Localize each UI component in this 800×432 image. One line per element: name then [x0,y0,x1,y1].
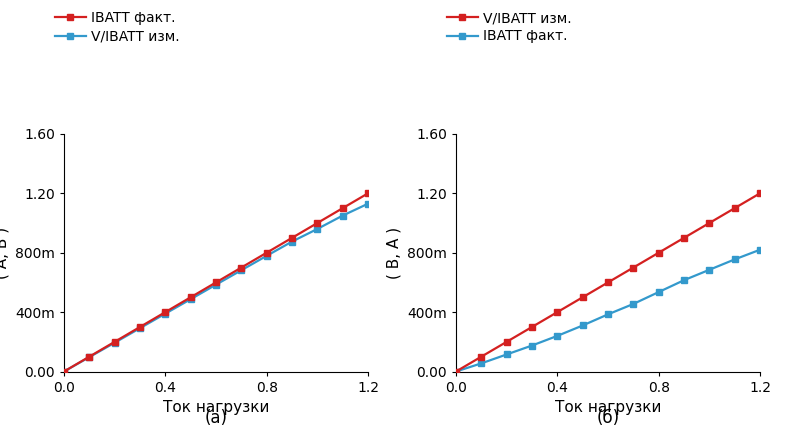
Y-axis label: ( В, А ): ( В, А ) [386,227,402,279]
IBATT факт. [527,343,537,348]
Legend: IBATT факт., V/IBATT изм.: IBATT факт., V/IBATT изм. [55,11,180,44]
IBATT факт. [705,267,714,273]
X-axis label: Ток нагрузки: Ток нагрузки [555,400,661,415]
Line: IBATT факт.: IBATT факт. [62,191,370,374]
IBATT факт. [59,369,69,374]
V/IBATT изм. [553,309,562,314]
V/IBATT изм. [287,239,297,244]
IBATT факт. [161,309,170,314]
IBATT факт. [502,352,511,357]
Legend: V/IBATT изм., IBATT факт.: V/IBATT изм., IBATT факт. [447,11,572,44]
V/IBATT изм. [237,268,246,273]
Line: IBATT факт.: IBATT факт. [454,247,762,374]
V/IBATT изм. [629,265,638,270]
Line: V/IBATT изм.: V/IBATT изм. [454,191,762,374]
V/IBATT изм. [338,213,347,218]
V/IBATT изм. [161,311,170,316]
IBATT факт. [755,247,765,252]
Text: (а): (а) [205,410,227,427]
IBATT факт. [110,339,119,344]
IBATT факт. [363,191,373,196]
IBATT факт. [186,295,195,300]
IBATT факт. [679,278,689,283]
V/IBATT изм. [502,339,511,344]
V/IBATT изм. [363,201,373,206]
IBATT факт. [237,265,246,270]
V/IBATT изм. [451,369,461,374]
V/IBATT изм. [679,235,689,241]
V/IBATT изм. [705,220,714,226]
V/IBATT изм. [186,297,195,302]
X-axis label: Ток нагрузки: Ток нагрузки [163,400,269,415]
V/IBATT изм. [59,369,69,374]
V/IBATT изм. [654,250,663,255]
IBATT факт. [262,250,271,255]
IBATT факт. [135,324,145,330]
IBATT факт. [211,280,221,285]
IBATT факт. [451,369,461,374]
V/IBATT изм. [527,324,537,330]
Line: V/IBATT изм.: V/IBATT изм. [62,201,370,374]
IBATT факт. [477,361,486,366]
Y-axis label: ( А, В ): ( А, В ) [0,227,10,279]
IBATT факт. [553,334,562,339]
V/IBATT изм. [578,295,587,300]
V/IBATT изм. [110,340,119,345]
IBATT факт. [603,312,613,317]
V/IBATT изм. [313,226,322,232]
V/IBATT изм. [477,354,486,359]
IBATT факт. [287,235,297,241]
IBATT факт. [85,354,94,359]
IBATT факт. [730,257,739,262]
IBATT факт. [629,302,638,307]
IBATT факт. [313,220,322,226]
V/IBATT изм. [135,326,145,331]
V/IBATT изм. [755,191,765,196]
IBATT факт. [654,289,663,295]
V/IBATT изм. [603,280,613,285]
V/IBATT изм. [211,282,221,287]
V/IBATT изм. [262,253,271,258]
Text: (б): (б) [597,410,619,427]
V/IBATT изм. [85,355,94,360]
IBATT факт. [338,206,347,211]
IBATT факт. [578,323,587,328]
V/IBATT изм. [730,206,739,211]
